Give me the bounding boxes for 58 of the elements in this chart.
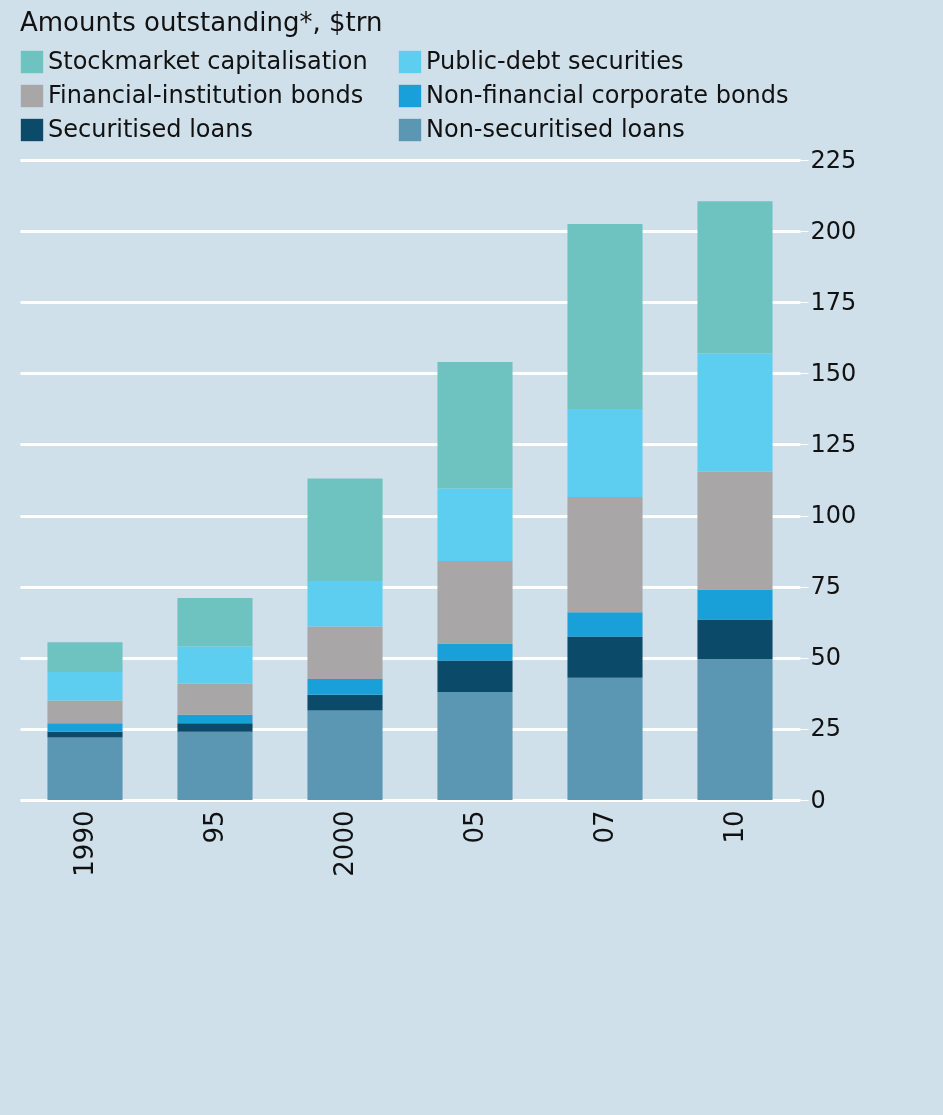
y-tick-label: 75 [810,572,842,601]
y-tick-label: 25 [810,714,842,743]
y-tick-label: 150 [810,358,857,387]
legend-label: Stockmarket capitalisation [48,47,368,75]
y-tick-label: 225 [810,145,857,174]
bar [437,361,513,489]
bar [437,561,513,644]
bar [177,723,253,732]
bar [307,478,383,581]
bar [177,598,253,647]
y-tick-label: 175 [810,287,857,316]
bar [697,659,773,800]
bar [697,201,773,354]
legend-label: Non-securitised loans [426,115,685,143]
bar [437,488,513,562]
bar [697,589,773,620]
bar [177,731,253,800]
y-tick-label: 50 [810,643,842,672]
bar [567,677,643,800]
bar [567,497,643,613]
y-tick-label: 0 [810,785,826,814]
y-tick-label: 125 [810,429,857,458]
legend-label: Financial-institution bonds [48,81,364,109]
x-tick-label: 10 [719,810,749,844]
bar [177,646,253,684]
x-tick-label: 07 [589,810,619,844]
bar [567,408,643,498]
bar [697,353,773,472]
bar [307,580,383,627]
bar [697,471,773,590]
bar [307,694,383,711]
legend-label: Non-financial corporate bonds [426,81,789,109]
bar [177,714,253,724]
bar [47,700,123,724]
bar [47,737,123,800]
bar [177,683,253,715]
legend-label: Securitised loans [48,115,253,143]
bar [567,612,643,637]
bar [697,619,773,660]
x-tick-label: 95 [199,810,229,844]
bar [437,660,513,692]
bar [307,679,383,695]
bar [307,626,383,680]
bar [307,710,383,800]
x-tick-label: 1990 [69,810,99,877]
y-tick-label: 200 [810,216,857,245]
bar [437,691,513,800]
bar [47,723,123,732]
bar [47,672,123,701]
chart-title: Amounts outstanding*, $trn [20,7,383,37]
legend-label: Public-debt securities [426,47,684,75]
bar [567,636,643,678]
x-tick-label: 05 [459,810,489,844]
bar [567,224,643,409]
bar [437,643,513,661]
x-tick-label: 2000 [329,810,359,877]
y-tick-label: 100 [810,501,857,530]
bar [47,642,123,672]
